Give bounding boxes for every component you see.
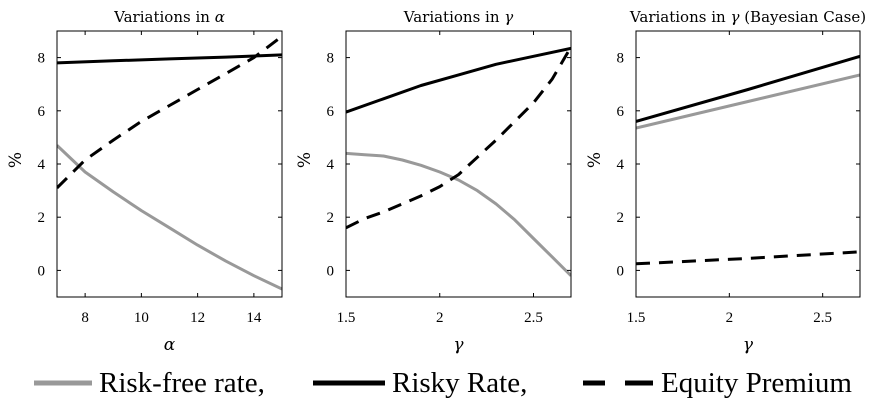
- chart-title-suffix: (Bayesian Case): [739, 8, 866, 26]
- legend-item-equity-premium: Equity Premium: [583, 367, 852, 399]
- legend-label: Equity Premium: [661, 367, 852, 399]
- y-tick-label: 6: [617, 104, 625, 120]
- y-tick-label: 4: [617, 157, 625, 173]
- y-tick-label: 0: [617, 263, 625, 279]
- series-line-equity-premium: [57, 35, 282, 189]
- y-tick-label: 6: [327, 104, 335, 120]
- legend-label: Risky Rate,: [392, 367, 527, 399]
- y-tick-label: 0: [327, 263, 335, 279]
- y-axis-label: %: [6, 152, 26, 168]
- chart-panel-1: Variations in α 0 2 4 6 8 8 10 12 14 α%: [6, 8, 283, 355]
- chart-title: Variations in γ (Bayesian Case): [629, 8, 866, 26]
- x-tick-label: 2: [726, 310, 734, 326]
- chart-panel-3: Variations in γ (Bayesian Case) 0 2 4 6 8 1.5 2…: [585, 8, 866, 355]
- y-tick-label: 4: [38, 157, 46, 173]
- x-tick-label: 1.5: [337, 310, 356, 326]
- x-axis-label: γ: [453, 335, 464, 355]
- chart-title: Variations in γ: [403, 8, 514, 26]
- plot-frame: [635, 30, 861, 298]
- y-tick-label: 8: [327, 51, 335, 67]
- y-tick-label: 4: [327, 157, 335, 173]
- y-axis-label: %: [295, 152, 315, 168]
- x-tick-label: 14: [246, 310, 262, 326]
- chart-title-prefix: Variations in: [113, 8, 215, 26]
- plot-frame: [345, 30, 572, 298]
- legend: Risk-free rate, Risky Rate, Equity Premium: [34, 367, 852, 399]
- x-tick-label: 10: [134, 310, 149, 326]
- x-tick-label: 8: [81, 310, 89, 326]
- series-line-equity-premium: [636, 250, 860, 266]
- x-tick-label: 2.5: [813, 310, 832, 326]
- x-tick-label: 12: [190, 310, 205, 326]
- series-line-equity-premium: [346, 46, 571, 230]
- y-tick-label: 2: [327, 210, 335, 226]
- x-tick-label: 1.5: [627, 310, 646, 326]
- y-tick-label: 8: [617, 51, 625, 67]
- chart-title: Variations in α: [113, 8, 225, 26]
- y-tick-label: 2: [617, 210, 625, 226]
- chart-panel-2: Variations in γ 0 2 4 6 8 1.5 2 2.5 γ%: [295, 8, 572, 355]
- legend-item-risk-free-rate: Risk-free rate,: [34, 367, 265, 399]
- series-line-risky-rate: [636, 54, 860, 123]
- plot-frame: [56, 30, 283, 298]
- y-tick-label: 0: [38, 263, 46, 279]
- x-axis-label: γ: [743, 335, 754, 355]
- series-line-risky-rate: [57, 53, 282, 65]
- legend-item-risky-rate: Risky Rate,: [313, 367, 527, 399]
- series-line-risky-rate: [346, 46, 571, 114]
- x-tick-label: 2.5: [524, 310, 543, 326]
- series-line-risk-free-rate: [57, 144, 282, 291]
- x-axis-label: α: [164, 335, 176, 355]
- legend-label: Risk-free rate,: [99, 367, 265, 399]
- chart-title-prefix: Variations in: [629, 8, 731, 26]
- chart-title-symbol: γ: [730, 8, 739, 26]
- chart-title-prefix: Variations in: [403, 8, 505, 26]
- y-tick-label: 2: [38, 210, 46, 226]
- chart-title-symbol: γ: [504, 8, 513, 26]
- chart-title-symbol: α: [215, 8, 225, 26]
- y-axis-label: %: [585, 152, 605, 168]
- series-line-risk-free-rate: [346, 151, 571, 277]
- y-tick-label: 6: [38, 104, 46, 120]
- x-tick-label: 2: [436, 310, 444, 326]
- y-tick-label: 8: [38, 51, 46, 67]
- series-line-risk-free-rate: [636, 73, 860, 130]
